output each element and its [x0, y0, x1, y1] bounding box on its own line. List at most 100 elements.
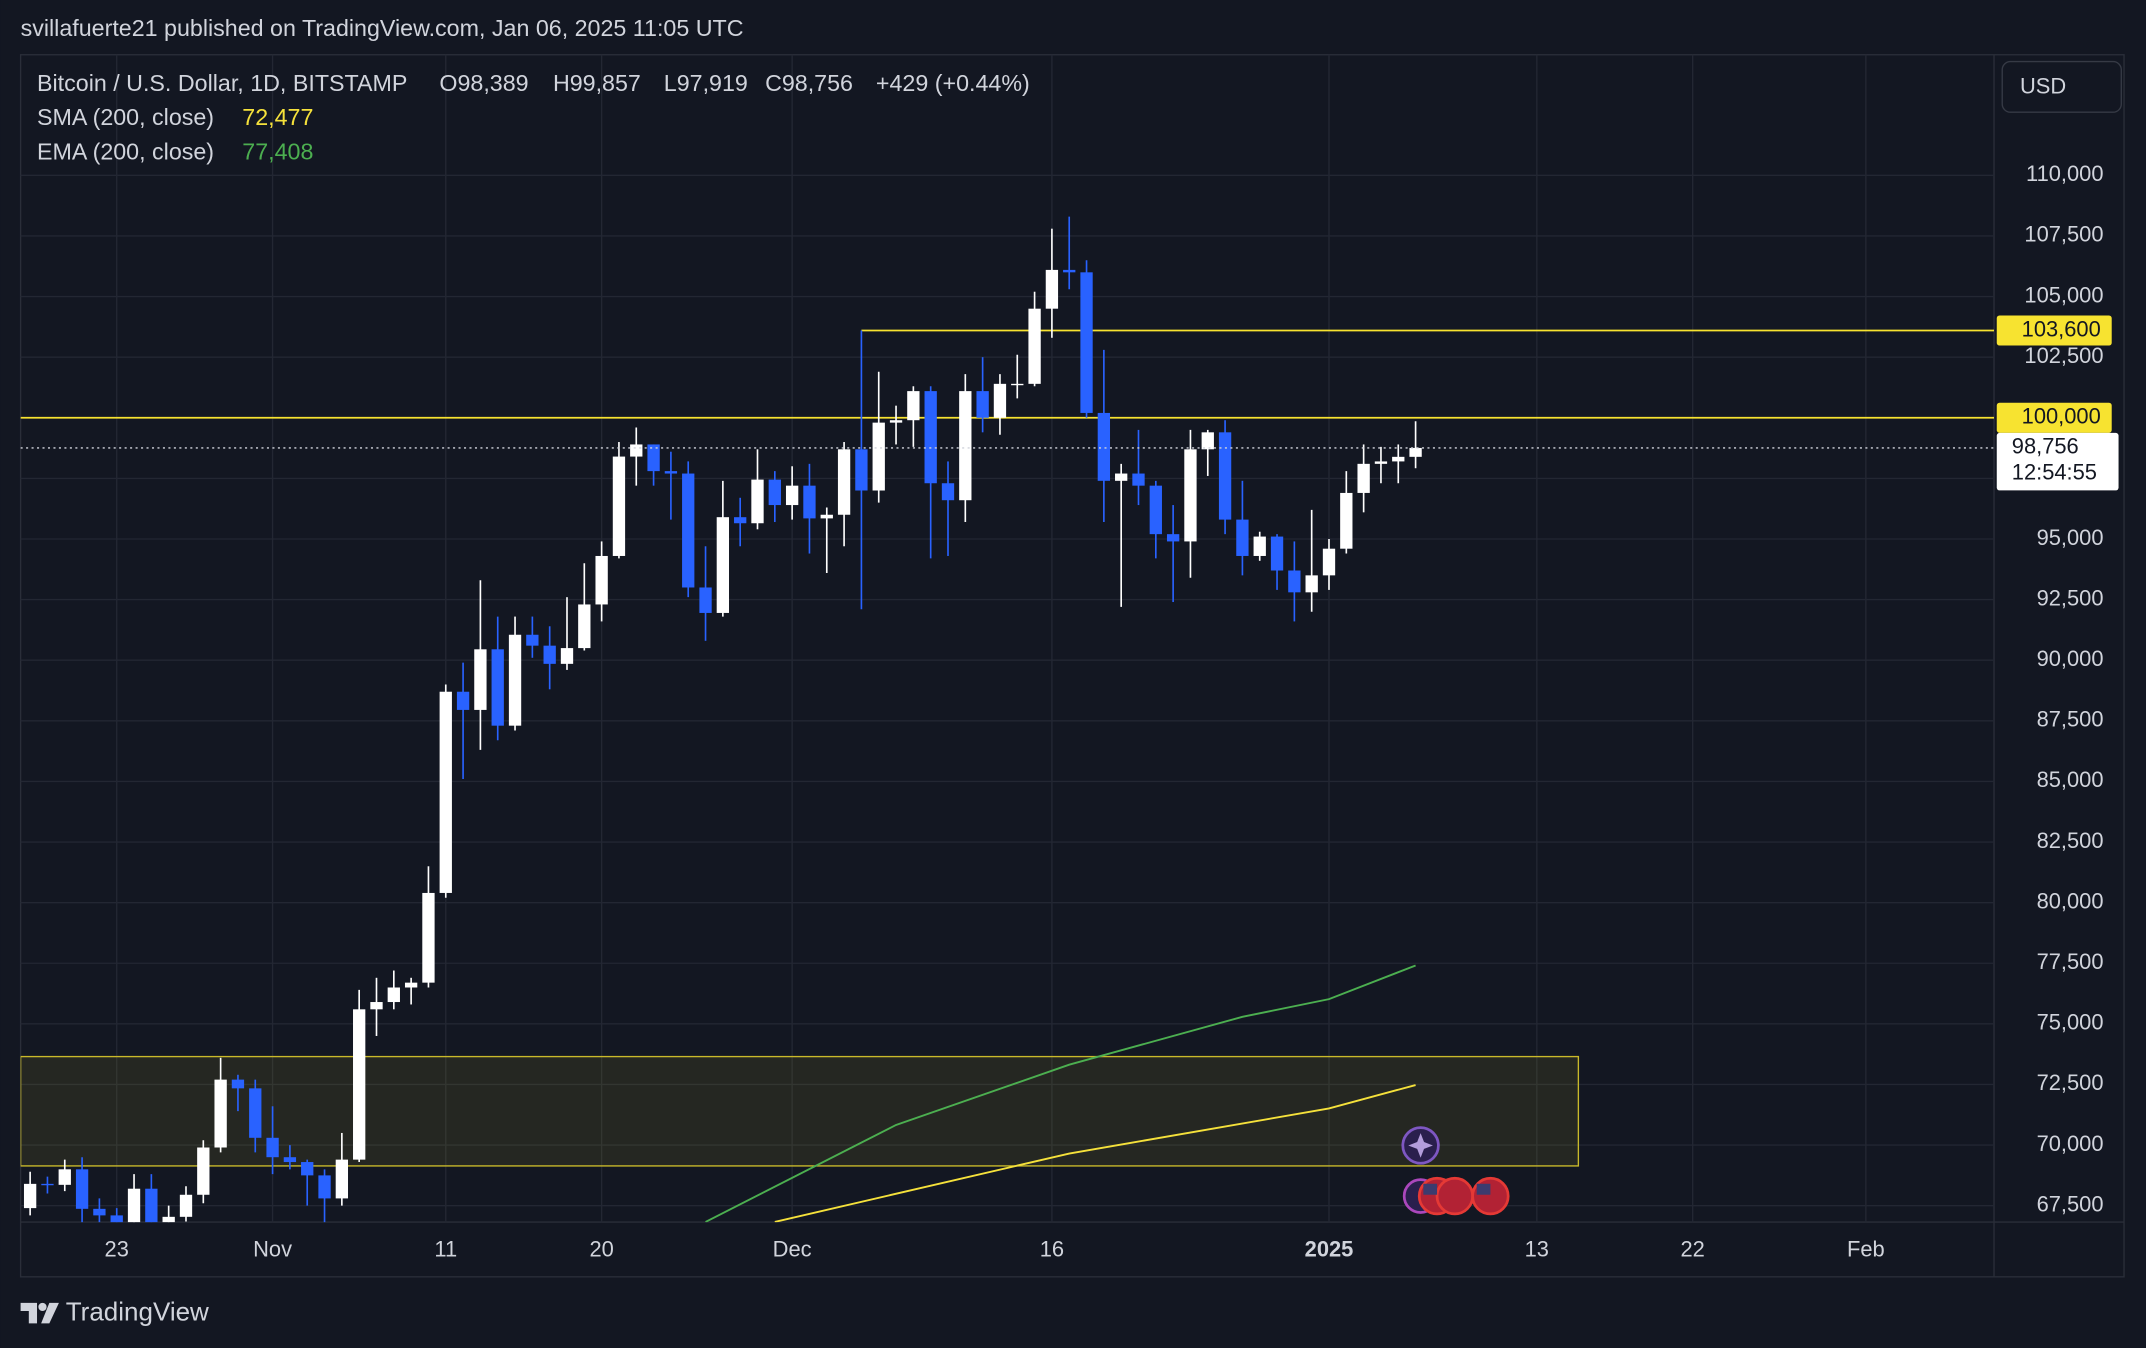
candle-body [1063, 269, 1076, 273]
level-label-box [1996, 315, 2112, 346]
candle-body [1374, 461, 1388, 464]
x-tick-label: Nov [253, 1237, 292, 1262]
frame [19, 54, 2125, 1278]
candle-body [335, 1159, 349, 1199]
candle-body [1270, 536, 1284, 571]
candle-body [439, 691, 452, 893]
candle-body [993, 383, 1007, 418]
series-title: Bitcoin / U.S. Dollar, 1D, BITSTAMP [37, 70, 407, 96]
candle-body [266, 1137, 279, 1158]
x-tick-label: 16 [1040, 1237, 1064, 1262]
candle-body [612, 456, 626, 556]
countdown-label: 12:54:55 [2012, 460, 2097, 485]
y-tick-label: 95,000 [2037, 525, 2104, 550]
candle-body [422, 892, 435, 983]
candle-body [1340, 492, 1353, 549]
candle-body [872, 422, 885, 491]
candle-body [1132, 473, 1145, 486]
change-label: +429 (+0.44%) [876, 70, 1030, 96]
flag-canton [1476, 1183, 1491, 1195]
candle-body [197, 1147, 210, 1195]
currency-button[interactable] [2001, 60, 2122, 113]
flag-icon[interactable] [1471, 1176, 1510, 1216]
x-tick-label: 13 [1525, 1237, 1549, 1262]
candle-body [214, 1079, 227, 1148]
candle-body [682, 473, 695, 588]
open-label: O98,389 [439, 70, 528, 96]
candle-body [231, 1079, 245, 1089]
candle-body [803, 485, 816, 519]
candle-body [751, 479, 764, 524]
y-tick-label: 105,000 [2024, 282, 2103, 307]
last-price-label: 98,756 [2012, 434, 2079, 459]
candle-body [699, 587, 712, 613]
low-label: L97,919 [664, 70, 748, 96]
x-tick-label: 11 [434, 1237, 457, 1262]
ma-line [705, 964, 1416, 1223]
candle-body [1011, 383, 1024, 386]
candle-body [889, 420, 903, 423]
candle-body [630, 444, 643, 457]
y-tick-label: 77,500 [2037, 949, 2104, 974]
candle-body [491, 649, 504, 726]
candle-body [353, 1009, 366, 1160]
y-tick-label: 110,000 [2026, 161, 2103, 186]
level-label: 100,000 [2022, 404, 2101, 429]
candle-body [1045, 269, 1059, 309]
candle-body [387, 987, 400, 1003]
logo-part [20, 1302, 38, 1324]
candle-body [1288, 570, 1301, 593]
event-star [1408, 1133, 1433, 1158]
candle-body [855, 449, 868, 491]
candle-body [734, 517, 747, 524]
level-label-box [1996, 402, 2112, 433]
candle-body [1322, 548, 1336, 576]
flag-icon[interactable] [1435, 1176, 1474, 1216]
candle-body [474, 649, 487, 710]
x-tick-label: 2025 [1305, 1237, 1354, 1262]
last-price-box [1996, 432, 2119, 491]
logo-part [38, 1302, 47, 1312]
zone [20, 1055, 1580, 1167]
candle-body [1149, 485, 1162, 535]
legend-value: 72,477 [242, 104, 313, 130]
candle-body [1115, 473, 1128, 481]
ma-line [774, 1084, 1416, 1223]
x-tick-label: Dec [773, 1237, 812, 1262]
candle-body [179, 1194, 193, 1217]
brand-logo [20, 1302, 59, 1324]
y-tick-label: 80,000 [2037, 888, 2104, 913]
y-tick-label: 70,000 [2037, 1131, 2104, 1156]
candle-body [941, 483, 955, 501]
candle-body [145, 1188, 158, 1223]
y-tick-label: 82,500 [2037, 828, 2104, 853]
candle-body [543, 645, 556, 664]
candle-body [976, 391, 989, 418]
candle-body [560, 648, 574, 664]
logo-part [41, 1302, 59, 1324]
candle-body [1028, 308, 1041, 384]
candle-body [1392, 456, 1405, 462]
candle-body [1305, 575, 1318, 593]
y-tick-label: 102,500 [2024, 343, 2103, 368]
x-tick-label: 22 [1681, 1237, 1705, 1262]
high-label: H99,857 [553, 70, 641, 96]
candle-body [404, 982, 418, 988]
candle-body [1080, 272, 1093, 413]
candle-body [959, 391, 972, 501]
candle-body [127, 1188, 141, 1223]
candle-body [716, 517, 730, 613]
candle-body [1253, 536, 1266, 556]
currency-label[interactable]: USD [2020, 73, 2066, 98]
candle-body [837, 449, 851, 515]
candle-body [249, 1088, 262, 1138]
legend-name: EMA (200, close) [37, 138, 214, 164]
flag-canton [1423, 1183, 1438, 1195]
legend-main: Bitcoin / U.S. Dollar, 1D, BITSTAMP O98,… [37, 70, 1030, 96]
legend-sma: SMA (200, close) 72,477 [37, 104, 313, 130]
candle-body [578, 604, 591, 649]
credit: svillafuerte21 published on TradingView.… [21, 15, 744, 41]
y-tick-label: 107,500 [2024, 222, 2103, 247]
candle-body [1357, 463, 1370, 493]
